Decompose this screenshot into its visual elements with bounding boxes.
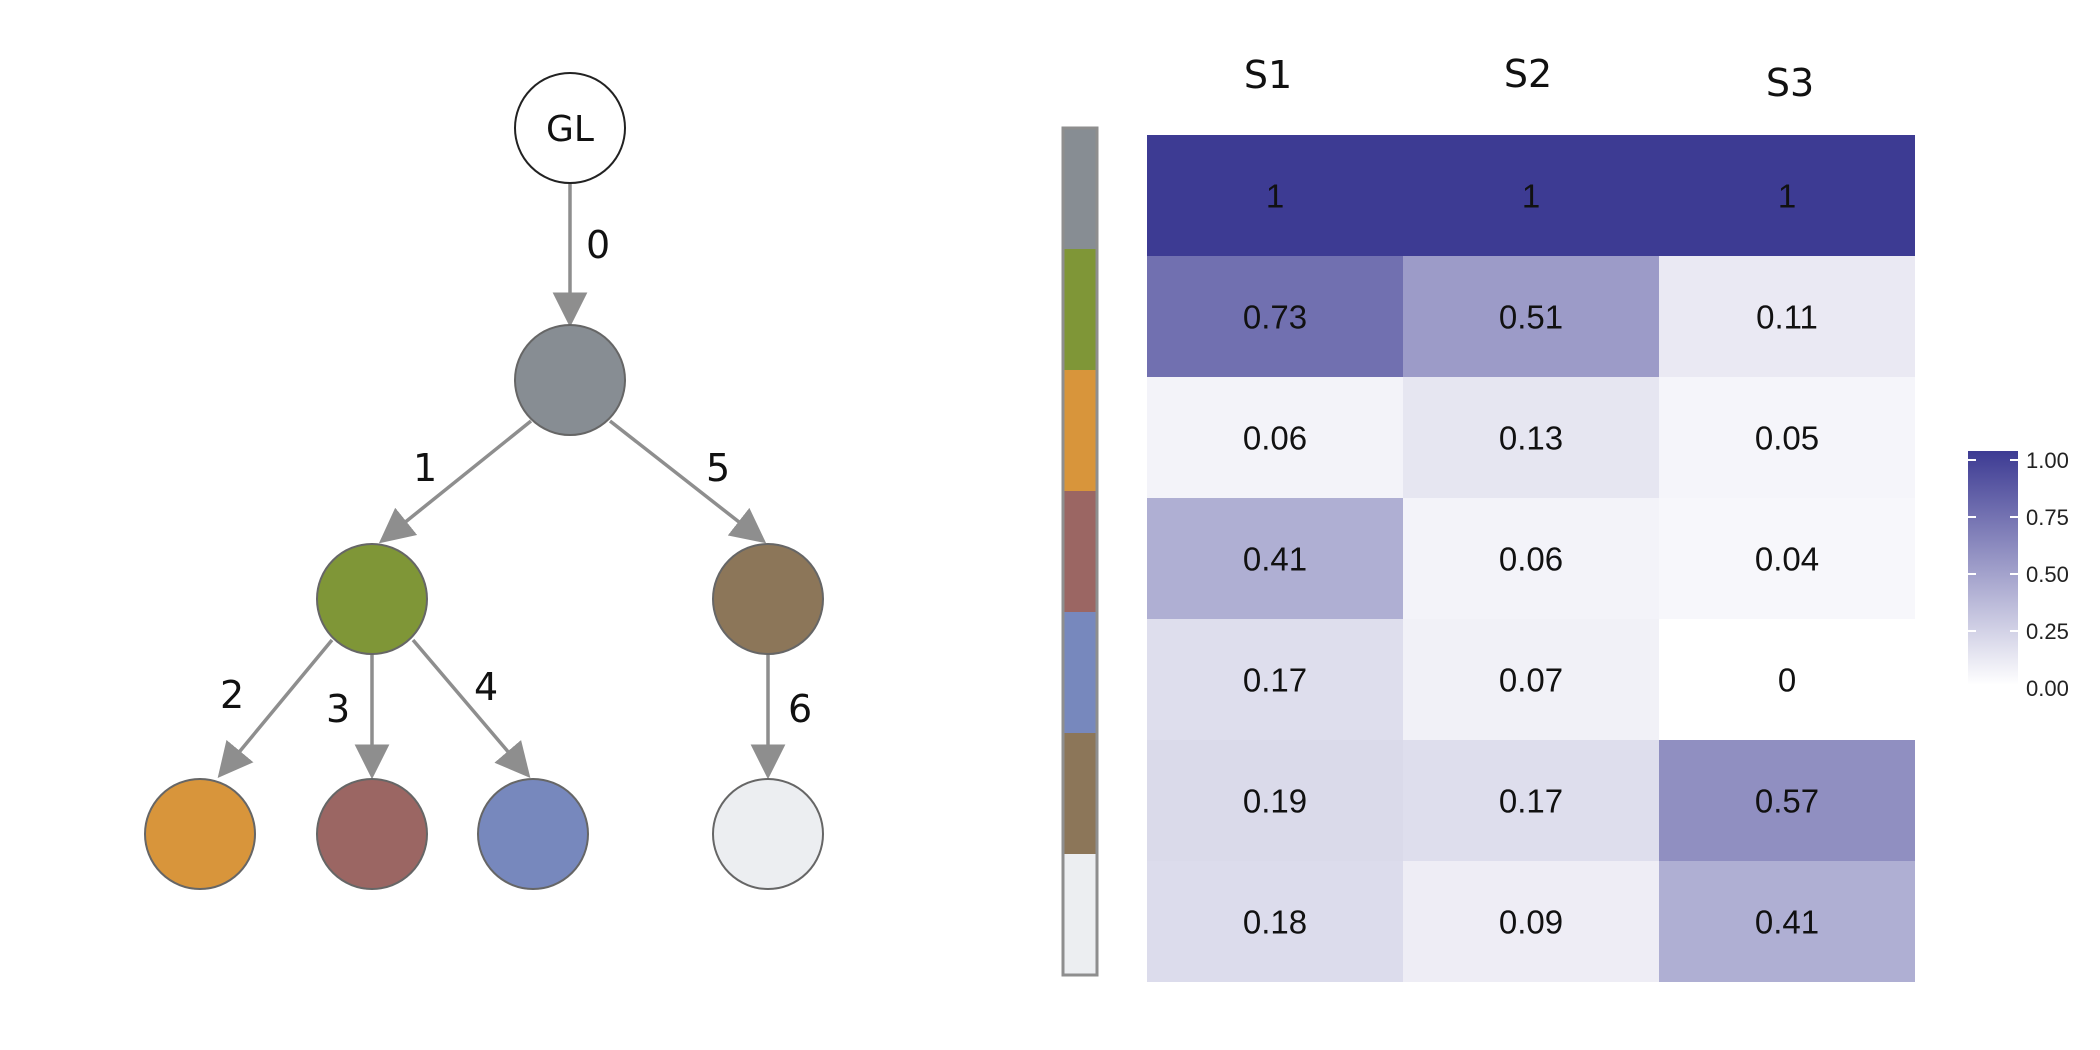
heatmap-cell	[1659, 619, 1915, 740]
heatmap-cell	[1147, 740, 1403, 861]
row-color-swatch	[1063, 612, 1097, 733]
heatmap-cell	[1659, 861, 1915, 982]
tree-diagram: 0 1 5 2 3 4 6 GL	[144, 72, 824, 890]
row-color-swatch	[1063, 370, 1097, 491]
heatmap-cell	[1403, 377, 1659, 498]
heatmap-cell	[1147, 377, 1403, 498]
heatmap-cell-value: 0.11	[1756, 299, 1818, 336]
tree-node-4	[477, 778, 589, 890]
edge-1	[378, 419, 533, 544]
tree-node-6	[712, 778, 824, 890]
edge-label-4: 4	[474, 665, 498, 709]
heatmap-cell-value: 0.13	[1499, 420, 1563, 457]
legend-tick-label: 0.00	[2026, 676, 2069, 701]
color-scale-bar	[1968, 451, 2018, 685]
heatmap-cell	[1659, 740, 1915, 861]
edge-2	[217, 638, 334, 779]
color-scale-legend: 1.00 0.75 0.50 0.25 0.00	[1968, 448, 2069, 701]
tree-node-1	[316, 543, 428, 655]
legend-tick-label: 0.25	[2026, 619, 2069, 644]
edge-5	[608, 419, 767, 544]
tree-node-root	[514, 72, 626, 184]
heatmap-column-headers: S1 S2 S3	[1244, 52, 1814, 105]
heatmap-cell	[1403, 619, 1659, 740]
heatmap-cell-value: 0.41	[1243, 541, 1307, 578]
heatmap-cell	[1659, 377, 1915, 498]
edge-label-0: 0	[586, 223, 610, 267]
root-node-label: GL	[546, 109, 594, 150]
heatmap-cell-value: 0.51	[1499, 299, 1563, 336]
legend-tick-label: 1.00	[2026, 448, 2069, 473]
tree-node-5	[712, 543, 824, 655]
heatmap-cell	[1659, 256, 1915, 377]
heatmap-cell-value: 0.17	[1243, 662, 1307, 699]
heatmap-cell	[1147, 619, 1403, 740]
heatmap-cells: 1 1 1 0.73 0.51 0.11 0.06 0.13 0.05 0.41 0.06 0.04 0…	[1147, 135, 1915, 982]
row-color-swatch	[1063, 128, 1097, 249]
legend-tick-label: 0.75	[2026, 505, 2069, 530]
heatmap-cell-value: 0.05	[1755, 420, 1819, 457]
heatmap-cell	[1403, 861, 1659, 982]
column-header-s3: S3	[1766, 61, 1814, 105]
heatmap-cell	[1403, 135, 1659, 256]
edge-4	[411, 638, 531, 778]
heatmap-cell-value: 1	[1778, 178, 1796, 215]
heatmap-cell	[1403, 498, 1659, 619]
heatmap-cell-value: 0.18	[1243, 904, 1307, 941]
row-color-bar	[1061, 126, 1099, 977]
heatmap-cell	[1147, 498, 1403, 619]
heatmap-cell-value: 0.06	[1499, 541, 1563, 578]
heatmap-cell-value: 1	[1266, 178, 1284, 215]
edge-label-5: 5	[706, 446, 730, 490]
row-color-swatch	[1063, 733, 1097, 854]
heatmap-cell	[1403, 256, 1659, 377]
column-header-s2: S2	[1504, 52, 1552, 96]
edge-label-2: 2	[220, 673, 244, 717]
heatmap-cell-value: 0.19	[1243, 783, 1307, 820]
heatmap-cell	[1659, 498, 1915, 619]
heatmap-cell-value: 0.73	[1243, 299, 1307, 336]
heatmap-cell	[1659, 135, 1915, 256]
heatmap-cell	[1147, 256, 1403, 377]
heatmap-cell-value: 0.09	[1499, 904, 1563, 941]
heatmap-cell-value: 1	[1522, 178, 1540, 215]
row-color-swatch	[1063, 249, 1097, 370]
tree-node-3	[316, 778, 428, 890]
edge-label-1: 1	[413, 446, 437, 490]
heatmap-cell-value: 0.07	[1499, 662, 1563, 699]
legend-tick-label: 0.50	[2026, 562, 2069, 587]
heatmap-cell-value: 0.57	[1755, 783, 1819, 820]
tree-node-2	[144, 778, 256, 890]
tree-node-0	[514, 324, 626, 436]
edge-label-3: 3	[326, 687, 350, 731]
heatmap-cell	[1403, 740, 1659, 861]
heatmap-cell-value: 0.04	[1755, 541, 1819, 578]
heatmap-cell-value: 0.41	[1755, 904, 1819, 941]
row-color-swatch	[1063, 854, 1097, 975]
row-color-bar-border	[1061, 126, 1099, 977]
heatmap-cell-value: 0	[1778, 662, 1796, 699]
heatmap-cell-value: 0.17	[1499, 783, 1563, 820]
heatmap-cell-value: 0.06	[1243, 420, 1307, 457]
row-color-swatch	[1063, 491, 1097, 612]
edge-label-6: 6	[788, 687, 812, 731]
column-header-s1: S1	[1244, 53, 1292, 97]
heatmap-cell	[1147, 135, 1403, 256]
heatmap-cell	[1147, 861, 1403, 982]
